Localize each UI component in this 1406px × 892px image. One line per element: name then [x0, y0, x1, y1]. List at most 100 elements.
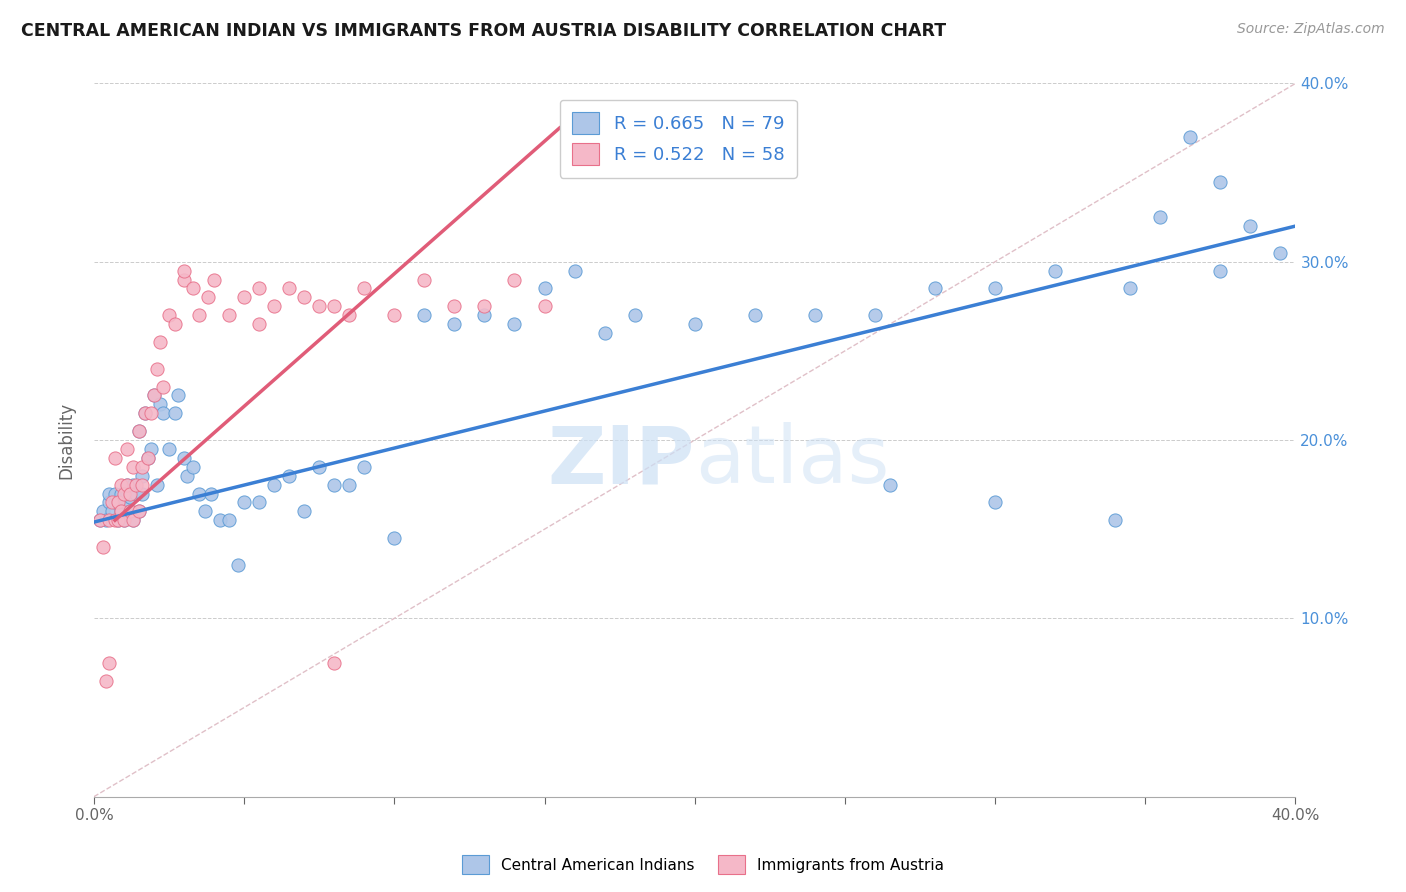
Point: [107, 495, 129, 509]
Point: [122, 459, 145, 474]
Point: [173, 272, 195, 286]
Point: [128, 424, 150, 438]
Point: [181, 459, 204, 474]
Point: [146, 361, 169, 376]
Point: [110, 504, 132, 518]
Point: [382, 308, 405, 322]
Point: [744, 308, 766, 322]
Point: [163, 406, 186, 420]
Point: [593, 326, 616, 340]
Point: [94, 673, 117, 688]
Point: [122, 513, 145, 527]
Point: [118, 504, 141, 518]
Point: [125, 486, 148, 500]
Point: [1180, 130, 1202, 145]
Point: [1119, 281, 1142, 295]
Point: [337, 477, 360, 491]
Point: [152, 406, 174, 420]
Point: [984, 495, 1007, 509]
Point: [188, 308, 211, 322]
Point: [134, 406, 156, 420]
Point: [503, 272, 526, 286]
Point: [131, 468, 153, 483]
Point: [1209, 174, 1232, 188]
Point: [139, 406, 162, 420]
Point: [101, 504, 124, 518]
Point: [1209, 263, 1232, 277]
Point: [94, 513, 117, 527]
Point: [115, 477, 138, 491]
Point: [136, 450, 159, 465]
Point: [247, 495, 270, 509]
Point: [104, 495, 127, 509]
Point: [89, 513, 111, 527]
Point: [474, 299, 496, 313]
Point: [353, 281, 375, 295]
Point: [247, 317, 270, 331]
Point: [104, 450, 127, 465]
Point: [984, 281, 1007, 295]
Point: [122, 513, 145, 527]
Point: [107, 513, 129, 527]
Point: [131, 477, 153, 491]
Point: [323, 656, 346, 670]
Point: [136, 450, 159, 465]
Point: [353, 459, 375, 474]
Point: [413, 272, 436, 286]
Point: [143, 388, 166, 402]
Point: [226, 558, 249, 572]
Legend: R = 0.665   N = 79, R = 0.522   N = 58: R = 0.665 N = 79, R = 0.522 N = 58: [560, 100, 797, 178]
Point: [112, 486, 135, 500]
Point: [247, 281, 270, 295]
Point: [1239, 219, 1261, 233]
Point: [323, 299, 346, 313]
Point: [157, 308, 180, 322]
Point: [134, 406, 156, 420]
Point: [443, 299, 465, 313]
Point: [157, 442, 180, 456]
Point: [97, 656, 120, 670]
Point: [104, 513, 127, 527]
Point: [118, 504, 141, 518]
Point: [443, 317, 465, 331]
Point: [308, 459, 330, 474]
Point: [924, 281, 946, 295]
Point: [173, 450, 195, 465]
Point: [533, 299, 555, 313]
Point: [115, 486, 138, 500]
Point: [176, 468, 198, 483]
Point: [149, 397, 172, 411]
Point: [218, 308, 240, 322]
Point: [110, 486, 132, 500]
Point: [101, 495, 124, 509]
Point: [337, 308, 360, 322]
Point: [200, 486, 222, 500]
Point: [131, 459, 153, 474]
Point: [503, 317, 526, 331]
Point: [202, 272, 225, 286]
Point: [112, 513, 135, 527]
Y-axis label: Disability: Disability: [58, 401, 75, 479]
Point: [564, 263, 586, 277]
Point: [110, 504, 132, 518]
Point: [278, 468, 301, 483]
Point: [278, 281, 301, 295]
Point: [97, 486, 120, 500]
Point: [163, 317, 186, 331]
Point: [131, 486, 153, 500]
Text: Source: ZipAtlas.com: Source: ZipAtlas.com: [1237, 22, 1385, 37]
Point: [173, 263, 195, 277]
Point: [125, 477, 148, 491]
Point: [218, 513, 240, 527]
Point: [91, 504, 114, 518]
Point: [128, 504, 150, 518]
Point: [263, 299, 285, 313]
Point: [118, 490, 141, 504]
Point: [188, 486, 211, 500]
Point: [263, 477, 285, 491]
Point: [533, 281, 555, 295]
Point: [112, 495, 135, 509]
Point: [146, 477, 169, 491]
Point: [683, 317, 706, 331]
Point: [181, 281, 204, 295]
